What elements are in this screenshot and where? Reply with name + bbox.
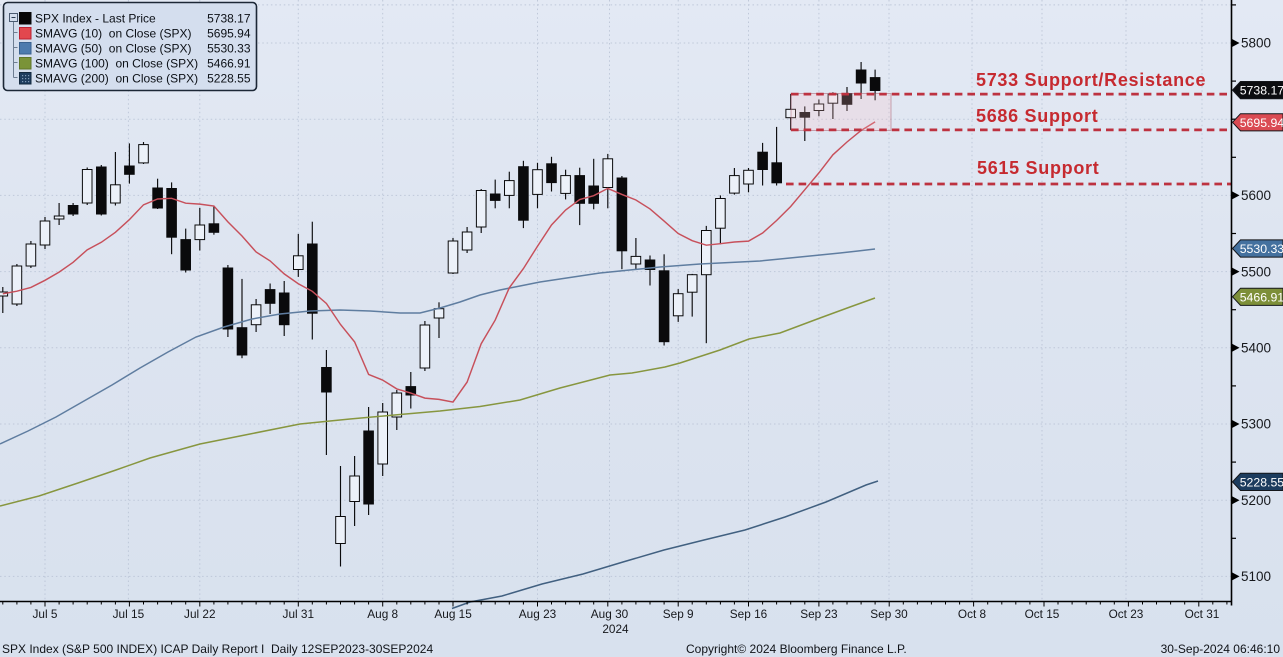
svg-text:Aug 30: Aug 30 [591,607,629,621]
svg-text:SMAVG (200) on Close (SPX): SMAVG (200) on Close (SPX) [35,71,198,85]
svg-text:Aug 8: Aug 8 [367,607,398,621]
svg-text:Jul 22: Jul 22 [184,607,215,621]
svg-text:Jul 15: Jul 15 [113,607,145,621]
svg-text:Jul 5: Jul 5 [33,607,58,621]
svg-text:5300: 5300 [1241,417,1271,432]
svg-text:5466.91: 5466.91 [207,56,251,70]
svg-text:Sep 16: Sep 16 [730,607,768,621]
svg-text:Oct 31: Oct 31 [1185,607,1220,621]
svg-text:SMAVG (50) on Close (SPX): SMAVG (50) on Close (SPX) [35,41,192,55]
svg-text:Sep 9: Sep 9 [663,607,694,621]
svg-text:Sep 23: Sep 23 [800,607,838,621]
svg-text:2024: 2024 [602,622,629,636]
svg-text:5530.33: 5530.33 [1240,242,1283,256]
svg-text:5738.17: 5738.17 [1240,84,1283,98]
svg-text:5733 Support/Resistance: 5733 Support/Resistance [976,70,1206,90]
svg-text:Oct 15: Oct 15 [1025,607,1060,621]
svg-text:SMAVG (100) on Close (SPX): SMAVG (100) on Close (SPX) [35,56,198,70]
svg-text:Copyright© 2024 Bloomberg Fina: Copyright© 2024 Bloomberg Finance L.P. [686,642,907,656]
svg-text:5200: 5200 [1241,493,1271,508]
svg-text:SPX Index (S&P 500 INDEX) ICAP: SPX Index (S&P 500 INDEX) ICAP Daily Rep… [2,642,433,656]
svg-text:5500: 5500 [1241,264,1271,279]
svg-text:5800: 5800 [1241,36,1271,51]
svg-text:5100: 5100 [1241,569,1271,584]
svg-text:Jul 31: Jul 31 [283,607,314,621]
svg-text:5228.55: 5228.55 [1240,476,1283,490]
svg-text:5695.94: 5695.94 [1240,116,1283,130]
svg-text:Aug 23: Aug 23 [519,607,557,621]
svg-text:Oct 8: Oct 8 [958,607,987,621]
svg-text:Aug 15: Aug 15 [434,607,472,621]
svg-text:5530.33: 5530.33 [207,41,251,55]
svg-text:5466.91: 5466.91 [1240,290,1283,304]
svg-text:5686 Support: 5686 Support [976,106,1098,126]
svg-text:5738.17: 5738.17 [207,11,251,25]
svg-text:Sep 30: Sep 30 [870,607,908,621]
svg-text:5400: 5400 [1241,341,1271,356]
svg-text:SMAVG (10) on Close (SPX): SMAVG (10) on Close (SPX) [35,26,192,40]
svg-text:5695.94: 5695.94 [207,26,251,40]
svg-text:5600: 5600 [1241,188,1271,203]
svg-text:5615 Support: 5615 Support [977,158,1099,178]
svg-text:30-Sep-2024 06:46:10: 30-Sep-2024 06:46:10 [1161,642,1281,656]
svg-text:SPX Index - Last Price: SPX Index - Last Price [35,11,156,25]
svg-text:5228.55: 5228.55 [207,71,251,85]
svg-text:Oct 23: Oct 23 [1109,607,1144,621]
